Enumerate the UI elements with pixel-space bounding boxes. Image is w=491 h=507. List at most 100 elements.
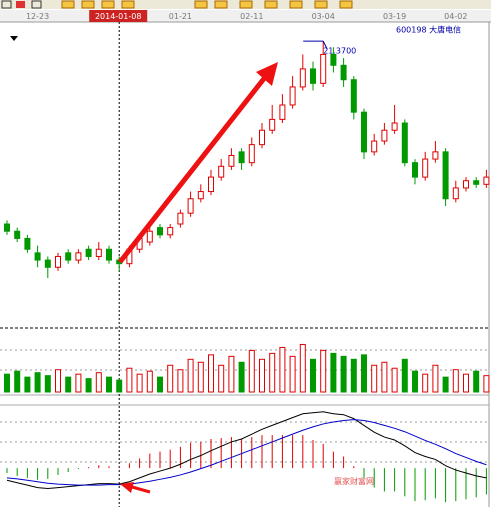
x-tick-label: 04-02 bbox=[444, 12, 467, 21]
tool-icon[interactable] bbox=[31, 0, 42, 9]
tool-icon[interactable] bbox=[16, 1, 25, 8]
candle-body bbox=[197, 191, 204, 200]
volume-bar bbox=[75, 373, 82, 393]
candle-body bbox=[422, 158, 429, 178]
candle-body bbox=[177, 212, 184, 225]
volume-bar bbox=[279, 346, 286, 393]
candle-body bbox=[85, 248, 92, 257]
candle-body bbox=[289, 86, 296, 106]
volume-bar bbox=[463, 373, 469, 393]
volume-bar bbox=[65, 376, 72, 393]
trend-arrow bbox=[118, 74, 268, 264]
volume-bar bbox=[330, 352, 337, 393]
tool-icon[interactable] bbox=[214, 0, 228, 9]
volume-bar bbox=[248, 349, 255, 393]
volume-bar bbox=[432, 364, 439, 393]
signal-arrow-head bbox=[120, 482, 134, 493]
tool-icon[interactable] bbox=[194, 0, 208, 9]
volume-bar bbox=[269, 352, 276, 393]
candle-body bbox=[412, 162, 418, 178]
candle-body bbox=[248, 144, 255, 164]
volume-bar bbox=[310, 358, 316, 393]
volume-bar bbox=[106, 376, 112, 393]
candle-body bbox=[34, 252, 41, 261]
volume-bar bbox=[289, 355, 296, 393]
volume-bar bbox=[412, 370, 418, 393]
volume-bar bbox=[85, 378, 92, 393]
tool-icon[interactable] bbox=[339, 0, 353, 9]
macd-line bbox=[6, 419, 487, 486]
volume-bar bbox=[340, 355, 347, 393]
volume-bar bbox=[473, 370, 480, 393]
candle-body bbox=[340, 64, 347, 81]
volume-bar bbox=[208, 354, 214, 393]
tool-icon[interactable] bbox=[61, 0, 75, 9]
volume-bar bbox=[136, 373, 143, 393]
tool-icon[interactable] bbox=[264, 0, 278, 9]
volume-bar bbox=[483, 375, 490, 393]
toolbar bbox=[0, 0, 491, 9]
candle-body bbox=[310, 68, 316, 84]
candle-body bbox=[95, 248, 102, 257]
candle-body bbox=[218, 165, 225, 178]
volume-bar bbox=[422, 373, 429, 393]
volume-bar bbox=[44, 375, 51, 393]
volume-bar bbox=[146, 370, 153, 393]
candle-body bbox=[259, 129, 265, 146]
volume-bar bbox=[371, 364, 378, 393]
candle-body bbox=[228, 154, 235, 167]
x-tick-label: 02-11 bbox=[240, 12, 263, 21]
volume-bar bbox=[126, 367, 133, 393]
volume-bar bbox=[299, 343, 306, 393]
volume-bar bbox=[218, 364, 225, 393]
candle-body bbox=[361, 111, 367, 153]
volume-bar bbox=[401, 358, 408, 393]
volume-bar bbox=[34, 372, 41, 393]
candle-body bbox=[14, 230, 21, 239]
x-tick-label: 01-21 bbox=[169, 12, 192, 21]
tool-icon[interactable] bbox=[239, 0, 253, 9]
candle-body bbox=[320, 53, 327, 84]
high-pointer bbox=[322, 40, 328, 50]
volume-bar bbox=[238, 361, 245, 393]
trend-arrow-head bbox=[256, 62, 278, 86]
volume-bar bbox=[320, 349, 327, 393]
candle-body bbox=[187, 198, 194, 214]
candle-body bbox=[391, 122, 398, 131]
volume-bar bbox=[116, 379, 123, 393]
x-tick-label: 2014-01-08 bbox=[95, 12, 142, 21]
candle-body bbox=[106, 248, 112, 261]
candle-body bbox=[463, 180, 469, 189]
menu-triangle[interactable] bbox=[10, 36, 18, 41]
candle-body bbox=[167, 227, 174, 236]
candle-body bbox=[157, 227, 163, 236]
candle-body bbox=[483, 176, 490, 185]
watermark: 赢家财富网 bbox=[334, 476, 374, 486]
volume-bar bbox=[381, 361, 388, 393]
candle-body bbox=[330, 53, 337, 66]
tool-icon[interactable] bbox=[314, 0, 328, 9]
volume-bar bbox=[391, 367, 398, 393]
annotations bbox=[118, 62, 278, 494]
volume-bar bbox=[4, 373, 10, 393]
volume-bar bbox=[350, 358, 357, 393]
candle-body bbox=[279, 104, 286, 120]
candle-body bbox=[401, 122, 408, 164]
volume-bar bbox=[259, 358, 265, 393]
candle-body bbox=[381, 129, 388, 142]
candle-body bbox=[452, 187, 459, 200]
candle-body bbox=[269, 118, 276, 131]
tool-icon[interactable] bbox=[101, 0, 115, 9]
tool-icon[interactable] bbox=[1, 0, 12, 9]
candle-body bbox=[55, 255, 61, 268]
stock-name: 600198 大唐电信 bbox=[396, 25, 461, 35]
candle-body bbox=[24, 237, 31, 250]
tool-icon[interactable] bbox=[121, 0, 135, 9]
volume-bar bbox=[452, 369, 459, 393]
volume-bar bbox=[187, 358, 194, 393]
tool-icon[interactable] bbox=[81, 0, 95, 9]
tool-icon[interactable] bbox=[289, 0, 303, 9]
candle-body bbox=[473, 180, 480, 185]
